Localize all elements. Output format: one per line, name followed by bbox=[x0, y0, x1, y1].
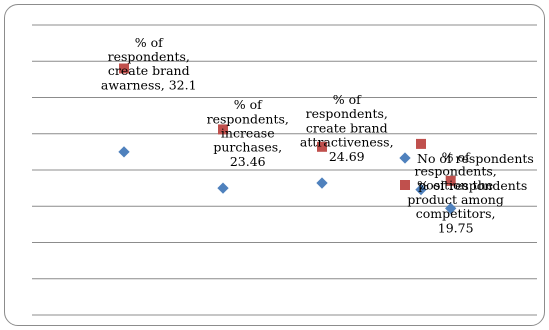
data-point-series-1-point-0 bbox=[119, 63, 129, 74]
legend: No of respondents % of respondents bbox=[399, 151, 534, 193]
data-point-series-0-point-2 bbox=[316, 177, 328, 189]
legend-label-no-of-respondents: No of respondents bbox=[417, 151, 534, 166]
data-point-series-1-point-4 bbox=[445, 175, 456, 186]
data-label-2: % of respondents, create brand attractivene… bbox=[300, 92, 394, 164]
chart-frame bbox=[4, 4, 545, 326]
data-point-series-1-point-2 bbox=[317, 141, 327, 152]
legend-swatch-pct-of-respondents bbox=[400, 180, 410, 190]
legend-swatch-no-of-respondents bbox=[399, 152, 411, 164]
data-labels: % of respondents, create brand awarness, 32… bbox=[101, 35, 504, 236]
data-point-series-1-point-1 bbox=[218, 124, 228, 135]
legend-label-pct-of-respondents: % of respondents bbox=[417, 178, 527, 193]
data-point-series-0-point-3 bbox=[415, 183, 427, 196]
data-point-series-0-point-4 bbox=[445, 202, 457, 215]
data-point-series-1-point-3 bbox=[416, 138, 426, 149]
data-label-1: % of respondents, increase purchases, 23.46 bbox=[207, 97, 289, 169]
data-label-3: % of respondents, position the product amon… bbox=[407, 149, 503, 235]
data-label-0: % of respondents, create brand awarness, 32… bbox=[101, 35, 197, 93]
gridlines bbox=[32, 24, 537, 316]
data-point-series-0-point-0 bbox=[118, 146, 130, 158]
data-point-series-0-point-1 bbox=[217, 182, 229, 194]
